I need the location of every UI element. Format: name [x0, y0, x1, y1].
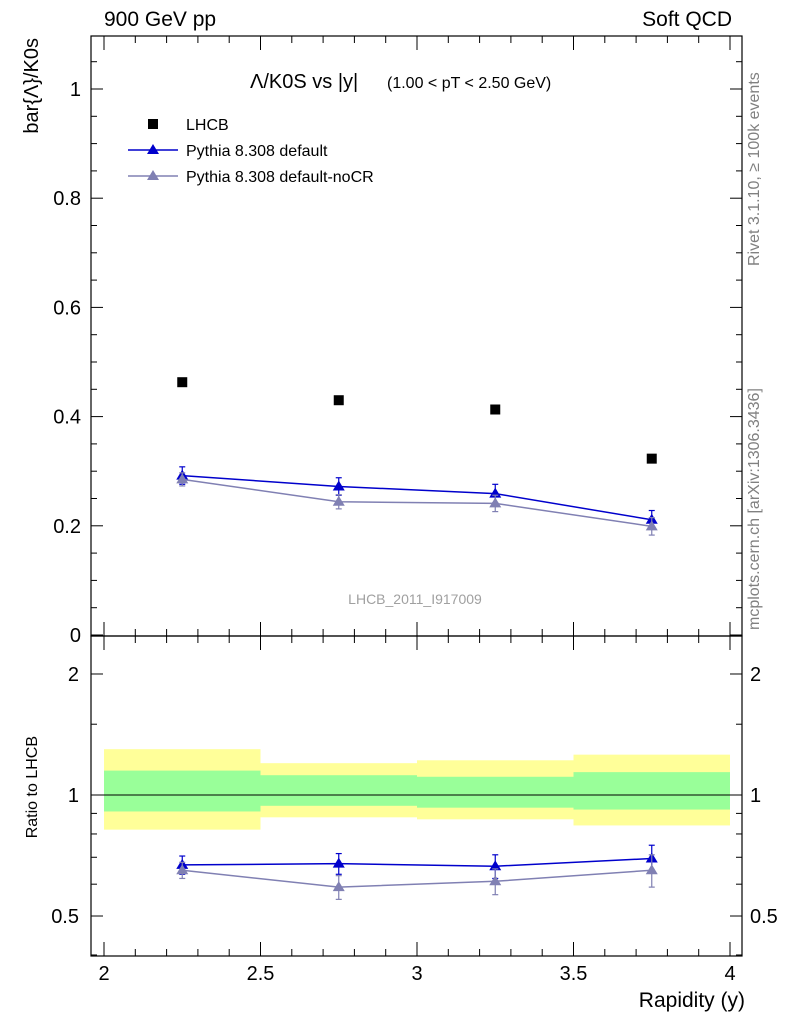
data-point-lhcb-1 — [177, 377, 188, 388]
legend-marker-default — [147, 144, 159, 154]
main-point-pythia-8-308-default-nocr-3 — [489, 497, 502, 508]
legend-marker-lhcb — [148, 119, 158, 129]
data-point-lhcb-4 — [646, 453, 657, 464]
x-tick-label-4: 3.5 — [560, 963, 588, 985]
main-point-pythia-8-308-default-2 — [332, 480, 345, 491]
main-line-pythia-8-308-default — [182, 474, 652, 521]
main-title-cut: (1.00 < pT < 2.50 GeV) — [387, 75, 551, 92]
ratio-band-inner-2 — [260, 775, 417, 806]
header-left: 900 GeV pp — [104, 8, 217, 31]
ratio-point-pythia-8-308-default-nocr-4 — [645, 864, 658, 875]
ratio-y-tick-label-left-3: 2 — [68, 664, 79, 686]
data-point-lhcb-2 — [333, 395, 344, 406]
ratio-line-pythia-8-308-default — [182, 857, 652, 867]
x-tick-label-1: 2 — [98, 963, 109, 985]
ratio-band-inner-1 — [104, 770, 261, 812]
ratio-y-tick-label-left-1: 0.5 — [51, 906, 79, 928]
main-title-text: Λ/K0S vs |y| — [250, 71, 358, 93]
header-right: Soft QCD — [642, 8, 732, 31]
watermark-label: LHCB_2011_I917009 — [348, 591, 482, 607]
x-tick-label-2: 2.5 — [247, 963, 275, 985]
ratio-y-axis-label: Ratio to LHCB — [24, 736, 41, 838]
main-y-tick-label-1: 0 — [70, 625, 81, 647]
ratio-point-pythia-8-308-default-nocr-2 — [332, 881, 345, 892]
x-tick-label-3: 3 — [411, 963, 422, 985]
ratio-band-inner-3 — [417, 776, 574, 808]
ratio-point-pythia-8-308-default-2 — [332, 857, 345, 868]
main-y-tick-label-3: 0.4 — [53, 407, 81, 429]
legend: LHCB Pythia 8.308 default Pythia 8.308 d… — [128, 117, 374, 186]
main-title: Λ/K0S vs |y| (1.00 < pT < 2.50 GeV) — [250, 71, 551, 93]
ratio-panel — [91, 749, 742, 900]
main-point-pythia-8-308-default-nocr-4 — [645, 520, 658, 531]
legend-label-nocr: Pythia 8.308 default-noCR — [186, 169, 374, 186]
legend-label-default: Pythia 8.308 default — [186, 143, 328, 160]
ratio-point-pythia-8-308-default-nocr-3 — [489, 875, 502, 886]
ratio-y-tick-label-right-3: 2 — [750, 664, 761, 686]
ratio-y-tick-label-right-2: 1 — [750, 785, 761, 807]
legend-marker-nocr — [147, 170, 159, 180]
main-y-tick-label-5: 0.8 — [53, 188, 81, 210]
main-y-tick-label-4: 0.6 — [53, 297, 81, 319]
x-tick-label-5: 4 — [724, 963, 735, 985]
x-axis-label: Rapidity (y) — [639, 989, 745, 1012]
legend-label-lhcb: LHCB — [186, 117, 229, 134]
ratio-point-pythia-8-308-default-3 — [489, 860, 502, 871]
ratio-point-pythia-8-308-default-nocr-1 — [176, 864, 189, 875]
data-point-lhcb-3 — [490, 404, 501, 415]
main-y-tick-label-6: 1 — [70, 79, 81, 101]
ratio-y-tick-label-left-2: 1 — [68, 785, 79, 807]
ratio-band-inner-4 — [573, 772, 730, 810]
main-point-pythia-8-308-default-nocr-1 — [176, 473, 189, 484]
main-point-pythia-8-308-default-nocr-2 — [332, 495, 345, 506]
ratio-line-pythia-8-308-default-nocr — [182, 869, 652, 888]
main-y-tick-label-2: 0.2 — [53, 516, 81, 538]
main-y-axis-label: bar{Λ}/K0s — [21, 38, 43, 134]
ratio-y-tick-label-right-1: 0.5 — [750, 906, 778, 928]
main-line-pythia-8-308-default-nocr — [182, 478, 652, 528]
plot-frames: 0 0.2 0.4 0.6 0.8 1 0.5 0.5 1 1 2 2 2 2.5 3 3.5 4 — [51, 35, 778, 985]
main-panel — [176, 377, 658, 536]
